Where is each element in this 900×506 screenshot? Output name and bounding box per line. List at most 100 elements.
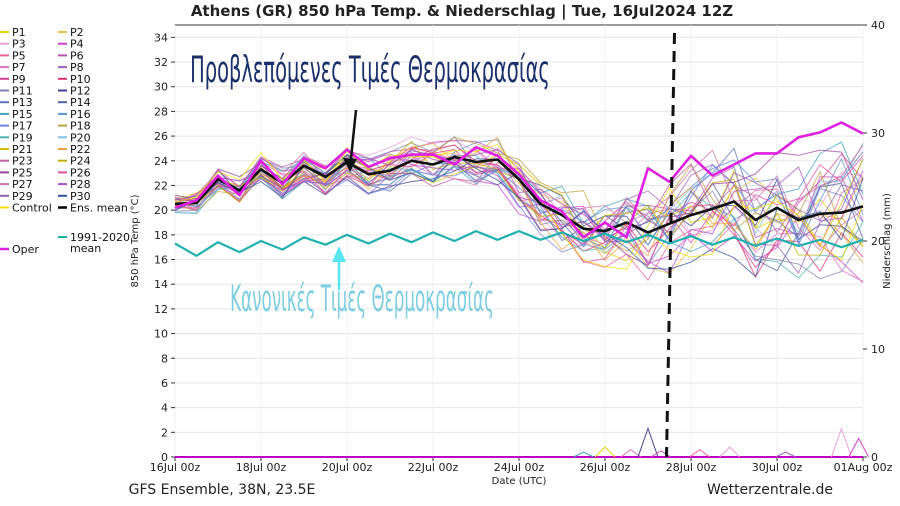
legend-label: P6 [70, 49, 84, 62]
y-tick-label: 8 [161, 352, 168, 365]
y2-tick-label: 30 [871, 127, 885, 140]
y2-tick-label: 0 [871, 451, 878, 464]
legend-label: P8 [70, 61, 84, 74]
y2-tick-label: 10 [871, 343, 885, 356]
chart-title: Athens (GR) 850 hPa Temp. & Niederschlag… [191, 2, 733, 21]
legend-label: P2 [70, 26, 84, 39]
y-tick-label: 20 [154, 204, 168, 217]
y-tick-label: 18 [154, 229, 168, 242]
y-axis-label: 850 hPa Temp (°C) [130, 194, 141, 287]
series-line [174, 230, 864, 257]
legend-label: P12 [70, 85, 91, 98]
legend-label: P24 [70, 155, 91, 168]
y-tick-label: 6 [161, 377, 168, 390]
precip-spike [719, 446, 741, 458]
y2-axis: 0 10 20 30 40 [863, 19, 885, 464]
y-tick-label: 26 [154, 130, 168, 143]
ensemble-member-line [174, 154, 864, 278]
legend-label: Oper [12, 243, 39, 256]
legend-label: P7 [12, 61, 26, 74]
precip-spike [775, 451, 796, 458]
y-tick-label: 28 [154, 105, 168, 118]
x-tick-label: 01Aug 00z [834, 461, 893, 474]
legend-label: P28 [70, 178, 91, 191]
x-tick-label: 24Jul 00z [494, 461, 545, 474]
ensemble-member-line [174, 136, 864, 252]
legend-label: P25 [12, 166, 33, 179]
legend-label: P13 [12, 96, 33, 109]
footer-site: Wetterzentrale.de [707, 482, 833, 498]
forecast-arrowhead-icon [343, 158, 357, 172]
y-tick-label: 4 [161, 402, 168, 415]
legend-label: P4 [70, 38, 84, 51]
precipitation-traces [175, 427, 870, 458]
ensemble-member-line [174, 143, 864, 270]
precip-spike [831, 427, 852, 458]
legend-label: P21 [12, 143, 33, 156]
x-tick-label: 28Jul 00z [666, 461, 717, 474]
legend-label: P5 [12, 49, 26, 62]
precip-spike [637, 427, 659, 458]
forecast-annotation: Προβλεπόμενες Τιμές Θερμοκρασίας [190, 48, 550, 90]
legend-label: P19 [12, 131, 33, 144]
x-axis-label: Date (UTC) [492, 476, 547, 487]
footer-source: GFS Ensemble, 38N, 23.5E [129, 482, 316, 498]
legend-label: P3 [12, 38, 26, 51]
precip-spike [689, 448, 710, 458]
x-tick-label: 20Jul 00z [322, 461, 373, 474]
legend-label: P23 [12, 155, 33, 168]
x-tick-label: 30Jul 00z [752, 461, 803, 474]
x-axis: 16Jul 00z 18Jul 00z 20Jul 00z 22Jul 00z 24Ju… [150, 457, 893, 474]
y-tick-label: 24 [154, 155, 168, 168]
legend-label: P10 [70, 73, 91, 86]
y-tick-label: 32 [154, 56, 168, 69]
ensemble-member-line [174, 149, 864, 252]
y-tick-label: 34 [154, 31, 168, 44]
legend-label: P14 [70, 96, 91, 109]
y-tick-label: 22 [154, 179, 168, 192]
forecast-arrow-icon [348, 109, 358, 169]
normal-arrowhead-icon [332, 246, 346, 262]
y2-axis-label: Niederschlag (mm) [882, 193, 893, 289]
x-tick-label: 16Jul 00z [150, 461, 201, 474]
legend-label: P30 [70, 190, 91, 203]
y-tick-label: 16 [154, 254, 168, 267]
precip-spike [573, 451, 594, 458]
legend-label: P16 [70, 108, 91, 121]
legend-label: P17 [12, 120, 33, 133]
y-tick-label: 30 [154, 81, 168, 94]
ensemble-member-line [174, 147, 864, 242]
normal-annotation: Κανονικές Τιμές Θερμοκρασίας [230, 278, 494, 320]
legend-label: Ens. mean [70, 202, 128, 215]
x-tick-label: 26Jul 00z [580, 461, 631, 474]
legend-label: P15 [12, 108, 33, 121]
legend-label: P27 [12, 178, 33, 191]
precip-spike [620, 448, 642, 458]
ensemble-member-line [174, 164, 864, 266]
precip-spike [848, 437, 870, 458]
ensemble-member-line [174, 140, 864, 256]
y-tick-label: 12 [154, 303, 168, 316]
legend-label: P1 [12, 26, 26, 39]
y2-tick-label: 40 [871, 19, 885, 32]
y2-tick-label: 20 [871, 235, 885, 248]
legend-label: P22 [70, 143, 91, 156]
series-line [174, 121, 864, 239]
legend-label: P29 [12, 190, 33, 203]
legend-label: P9 [12, 73, 26, 86]
ensemble-member-line [174, 149, 864, 242]
legend-label: P26 [70, 166, 91, 179]
legend-label: 1991-2020 mean [70, 231, 130, 255]
precip-spike [594, 446, 616, 458]
legend-label: Control [12, 202, 52, 215]
legend-label: P18 [70, 120, 91, 133]
x-tick-label: 18Jul 00z [236, 461, 287, 474]
legend-label: P20 [70, 131, 91, 144]
ensemble-member-line [174, 153, 864, 284]
ensemble-members [174, 135, 864, 284]
y-tick-label: 14 [154, 278, 168, 291]
